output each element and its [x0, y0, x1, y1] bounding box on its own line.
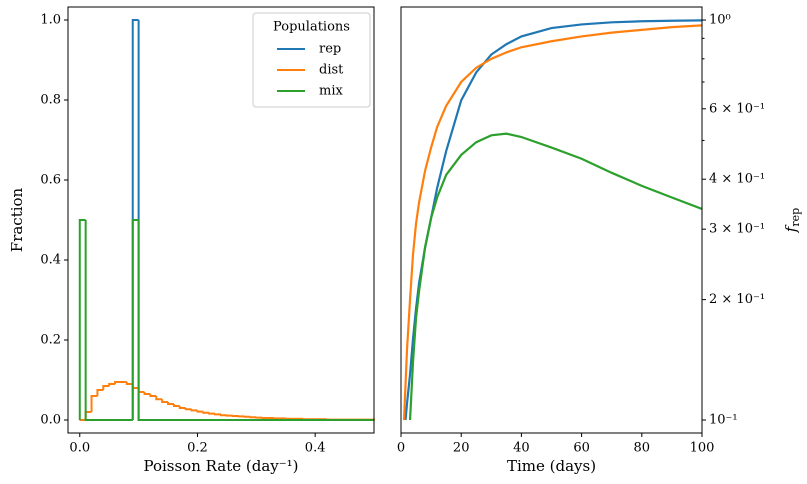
- legend-title: Populations: [273, 20, 350, 35]
- x-tick-label: 0.2: [187, 441, 208, 456]
- hist-step: [125, 382, 133, 385]
- hist-step: [190, 409, 198, 412]
- x-tick-label: 60: [573, 441, 590, 456]
- axes-frame: [400, 6, 703, 434]
- y-tick-label: 10⁻¹: [709, 413, 738, 428]
- series-line: [408, 132, 702, 421]
- y-axis-label: Fraction: [8, 187, 26, 252]
- hist-step: [78, 219, 86, 420]
- hist-step: [196, 410, 204, 413]
- y-tick-label: 1.0: [40, 13, 61, 28]
- x-tick-label: 20: [453, 441, 470, 456]
- legend-label: dist: [319, 63, 344, 78]
- hist-step: [90, 395, 98, 412]
- hist-step: [108, 383, 116, 386]
- x-tick-label: 0.0: [69, 441, 90, 456]
- plot-area: [402, 19, 702, 421]
- y-axis-label-main: f: [782, 224, 800, 233]
- hist-step: [114, 381, 121, 384]
- y-tick-label: 0.6: [40, 173, 61, 188]
- legend-label: mix: [319, 84, 343, 99]
- axes-frame: [67, 6, 375, 434]
- hist-step: [84, 220, 92, 421]
- hist-step: [161, 399, 169, 403]
- legend-label: rep: [319, 42, 341, 57]
- x-tick-label: 100: [690, 441, 715, 456]
- y-tick-label: 6 × 10⁻¹: [709, 101, 765, 116]
- y-tick-label: 4 × 10⁻¹: [709, 172, 765, 187]
- y-tick-label: 0.8: [40, 93, 61, 108]
- x-tick-label: 80: [634, 441, 651, 456]
- x-axis-label: Poisson Rate (day⁻¹): [143, 457, 298, 475]
- hist-step: [172, 404, 180, 407]
- hist-step: [102, 385, 110, 390]
- legend-box: [252, 12, 371, 108]
- hist-step: [96, 389, 104, 396]
- hist-step: [184, 408, 192, 411]
- hist-step: [214, 413, 221, 416]
- x-tick-label: 0: [397, 441, 405, 456]
- hist-step: [208, 412, 216, 415]
- hist-step: [202, 411, 210, 414]
- series-line: [402, 24, 702, 421]
- y-axis-label-sub: rep: [789, 208, 802, 227]
- hist-step: [137, 220, 145, 421]
- x-tick-label: 40: [513, 441, 530, 456]
- y-tick-label: 0.2: [40, 333, 61, 348]
- y-tick-label: 3 × 10⁻¹: [709, 222, 765, 237]
- y-tick-label: 2 × 10⁻¹: [709, 292, 765, 307]
- hist-step: [178, 406, 186, 409]
- x-axis-label: Time (days): [507, 457, 596, 475]
- y-tick-label: 10⁰: [709, 13, 731, 28]
- hist-step: [143, 392, 151, 395]
- hist-step: [149, 394, 157, 397]
- hist-step: [167, 402, 174, 405]
- y-axis-label: frep: [782, 208, 802, 233]
- hist-step: [131, 219, 139, 420]
- hist-step: [155, 396, 163, 401]
- y-tick-label: 0.4: [40, 253, 61, 268]
- x-tick-label: 0.4: [305, 441, 326, 456]
- series-line: [404, 19, 702, 421]
- hist-step: [220, 414, 227, 417]
- y-tick-label: 0.0: [40, 413, 61, 428]
